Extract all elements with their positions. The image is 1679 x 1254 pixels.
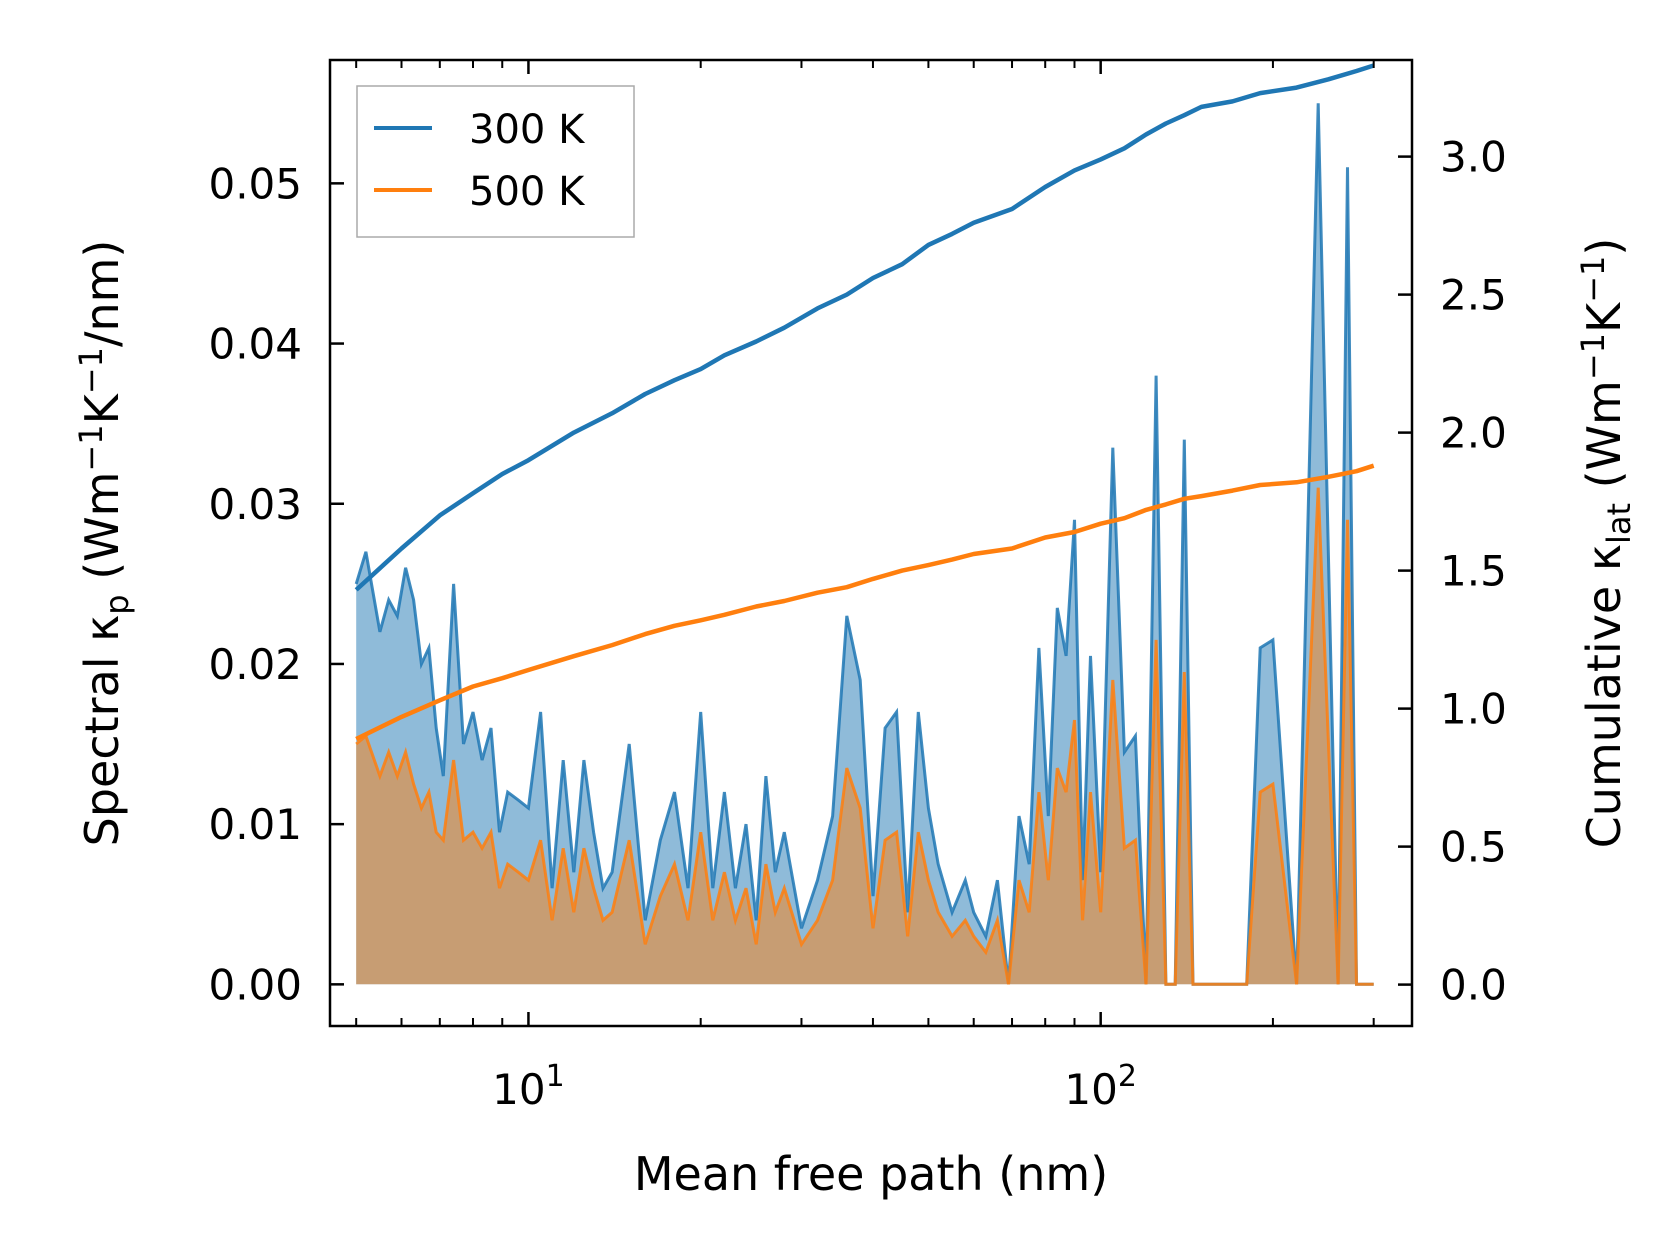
spectral-fills xyxy=(354,103,1374,986)
y-tick-label-right: 3.0 xyxy=(1440,133,1507,182)
y-tick-label-right: 1.0 xyxy=(1440,685,1507,734)
y-tick-label-right: 2.5 xyxy=(1440,271,1507,320)
y-tick-label-right: 0.5 xyxy=(1440,823,1507,872)
legend-label-300k: 300 K xyxy=(469,107,586,153)
y-tick-label-left: 0.00 xyxy=(208,960,302,1009)
cumulative-line-300k xyxy=(354,63,1375,592)
y-tick-label-right: 2.0 xyxy=(1440,409,1507,458)
y-tick-label-left: 0.04 xyxy=(208,320,302,369)
legend: 300 K 500 K xyxy=(356,85,635,238)
y-tick-label-left: 0.05 xyxy=(208,159,302,208)
spectral-area-500k xyxy=(356,487,1374,985)
axis-ticks: 0.00 0.01 0.02 0.03 0.04 0.05 0.0 0.5 1.0 1.5 2.0 2… xyxy=(208,60,1507,1114)
y-axis-label-right: Cumulative κlat (Wm−1K−1) xyxy=(1574,238,1638,849)
y-tick-label-right: 1.5 xyxy=(1440,547,1507,596)
x-axis-label: Mean free path (nm) xyxy=(634,1147,1108,1201)
series-lines xyxy=(354,63,1375,742)
legend-box xyxy=(356,85,635,238)
cumulative-line-500k xyxy=(355,463,1375,742)
legend-label-500k: 500 K xyxy=(469,169,586,215)
y-tick-label-right: 0.0 xyxy=(1440,961,1507,1010)
y-tick-label-left: 0.03 xyxy=(208,480,302,529)
x-tick-label: 102 xyxy=(1064,1059,1137,1114)
plot-frame xyxy=(328,58,1414,1028)
x-tick-label: 101 xyxy=(492,1059,565,1114)
y-axis-label-left: Spectral κp (Wm−1K−1/nm) xyxy=(72,240,136,847)
spectral-line-500k xyxy=(355,487,1374,986)
y-tick-label-left: 0.02 xyxy=(208,640,302,689)
y-tick-label-left: 0.01 xyxy=(208,800,302,849)
